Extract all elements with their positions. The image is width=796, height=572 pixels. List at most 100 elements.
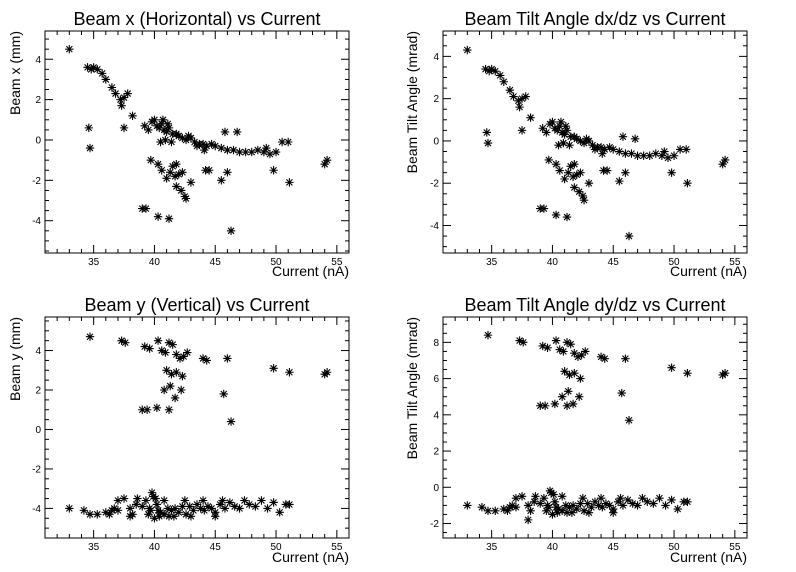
x-tick-label: 55 — [729, 257, 741, 268]
y-tick-label: 2 — [35, 95, 41, 106]
data-point — [590, 497, 600, 506]
data-point — [521, 92, 530, 101]
data-point — [574, 392, 584, 401]
x-tick-label: 55 — [331, 257, 343, 268]
data-point — [639, 151, 648, 160]
data-point — [121, 338, 130, 347]
data-point — [153, 506, 163, 515]
data-point — [174, 170, 183, 179]
data-point — [85, 143, 95, 153]
data-point — [562, 212, 572, 222]
chart-title: Beam Tilt Angle dx/dz vs Current — [464, 9, 725, 29]
data-point — [211, 141, 220, 151]
data-point — [560, 130, 569, 139]
x-tick-label: 45 — [608, 257, 620, 268]
data-point — [587, 503, 596, 512]
data-point — [570, 183, 579, 192]
y-tick-label: -4 — [32, 216, 41, 227]
data-point — [570, 160, 579, 169]
data-point — [557, 492, 567, 501]
data-point — [463, 501, 472, 510]
data-point — [584, 179, 594, 188]
data-point — [544, 155, 553, 165]
data-point — [164, 214, 174, 223]
data-point — [153, 160, 163, 169]
data-point — [572, 504, 581, 514]
data-point — [142, 405, 152, 414]
data-point — [649, 499, 658, 508]
data-point — [623, 495, 633, 505]
data-point — [79, 506, 89, 515]
data-point — [85, 510, 95, 519]
data-point — [630, 134, 640, 144]
data-point — [166, 168, 175, 177]
data-point — [152, 500, 162, 509]
data-point — [203, 502, 213, 511]
data-point — [174, 508, 183, 517]
data-point — [511, 503, 521, 512]
data-point — [181, 510, 191, 519]
data-point — [150, 514, 159, 523]
data-point — [564, 168, 573, 177]
data-point — [180, 496, 190, 505]
data-point — [107, 83, 117, 92]
data-point — [605, 501, 614, 510]
data-point — [562, 508, 572, 517]
data-point — [65, 44, 74, 54]
y-axis-label: Beam Tilt Angle (mrad) — [404, 317, 420, 459]
y-tick-label: 0 — [433, 483, 439, 494]
data-point — [624, 416, 634, 425]
data-point — [548, 117, 557, 127]
data-point — [167, 506, 176, 515]
x-tick-label: 35 — [486, 542, 498, 553]
data-point — [543, 343, 552, 352]
data-point — [555, 166, 564, 175]
data-point — [217, 176, 226, 185]
data-point — [627, 149, 636, 158]
data-point — [211, 512, 220, 521]
data-point — [162, 127, 171, 137]
data-point — [555, 121, 564, 131]
data-point — [555, 345, 564, 354]
data-point — [125, 504, 135, 513]
data-point — [164, 512, 174, 521]
x-tick-label: 55 — [331, 542, 343, 553]
data-point — [576, 168, 585, 177]
data-point — [223, 354, 232, 363]
data-point — [549, 490, 558, 499]
data-point — [151, 494, 160, 503]
data-point — [567, 508, 577, 517]
data-point — [167, 370, 176, 379]
data-point — [172, 350, 181, 359]
data-point — [167, 137, 176, 147]
chart-title: Beam y (Vertical) vs Current — [84, 295, 309, 315]
x-tick-label: 45 — [210, 542, 222, 553]
data-point — [181, 135, 191, 145]
data-point — [285, 368, 294, 377]
data-point — [583, 499, 592, 508]
data-point — [65, 504, 74, 513]
data-point — [657, 151, 667, 160]
x-axis-label: Current (nA) — [670, 263, 747, 279]
data-point — [523, 501, 533, 510]
data-point — [277, 137, 287, 147]
y-tick-label: 8 — [433, 338, 439, 349]
data-point — [259, 147, 269, 157]
x-tick-label: 50 — [270, 542, 282, 553]
chart-title: Beam x (Horizontal) vs Current — [73, 9, 320, 29]
plot-frame — [44, 30, 350, 254]
data-point — [200, 145, 209, 155]
x-tick-label: 50 — [668, 542, 680, 553]
data-point — [251, 502, 260, 511]
data-point — [483, 506, 493, 516]
data-point — [189, 506, 198, 515]
data-point — [568, 399, 578, 409]
data-point — [138, 502, 147, 511]
data-point — [548, 510, 557, 519]
data-point — [557, 506, 567, 516]
data-point — [602, 166, 612, 175]
data-point — [110, 504, 119, 513]
plot-frame — [442, 316, 748, 539]
data-point — [675, 145, 685, 154]
data-point — [196, 504, 205, 513]
